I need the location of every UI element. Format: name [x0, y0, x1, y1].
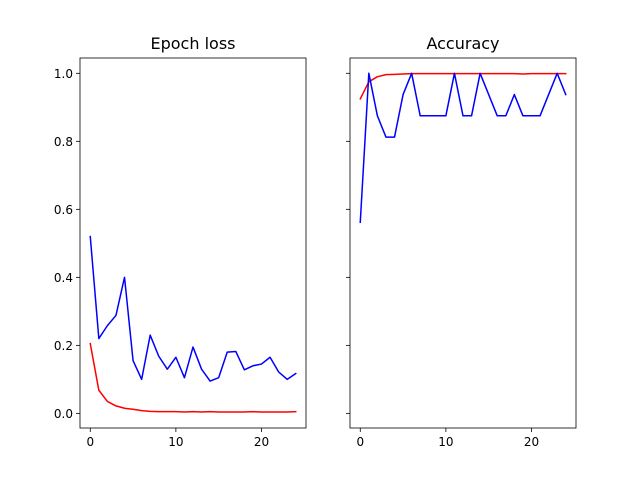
axes-frame: [349, 57, 577, 429]
series-line-1: [89, 235, 297, 382]
series-line-0: [89, 342, 297, 413]
y-tick-label: 0.0: [54, 407, 73, 421]
x-tick-label: 20: [254, 435, 269, 449]
y-tick-label: 0.8: [54, 135, 73, 149]
series-line-0: [359, 72, 567, 100]
axes-frame: [79, 57, 307, 429]
y-tick-label: 0.2: [54, 339, 73, 353]
x-tick-label: 10: [438, 435, 453, 449]
y-tick-label: 0.4: [54, 271, 73, 285]
accuracy-chart: Accuracy 0 10 20: [346, 34, 577, 449]
x-tick-label: 20: [524, 435, 539, 449]
epoch-loss-chart: Epoch loss 0 10 20 0.0 0.2 0.4 0.6 0.8 1.0: [54, 34, 307, 449]
chart-title: Accuracy: [426, 34, 499, 53]
y-tick-label: 1.0: [54, 67, 73, 81]
y-tick-label: 0.6: [54, 203, 73, 217]
series-line-1: [359, 72, 567, 224]
x-tick-label: 10: [168, 435, 183, 449]
chart-title: Epoch loss: [151, 34, 236, 53]
x-tick-label: 0: [86, 435, 94, 449]
x-tick-label: 0: [356, 435, 364, 449]
